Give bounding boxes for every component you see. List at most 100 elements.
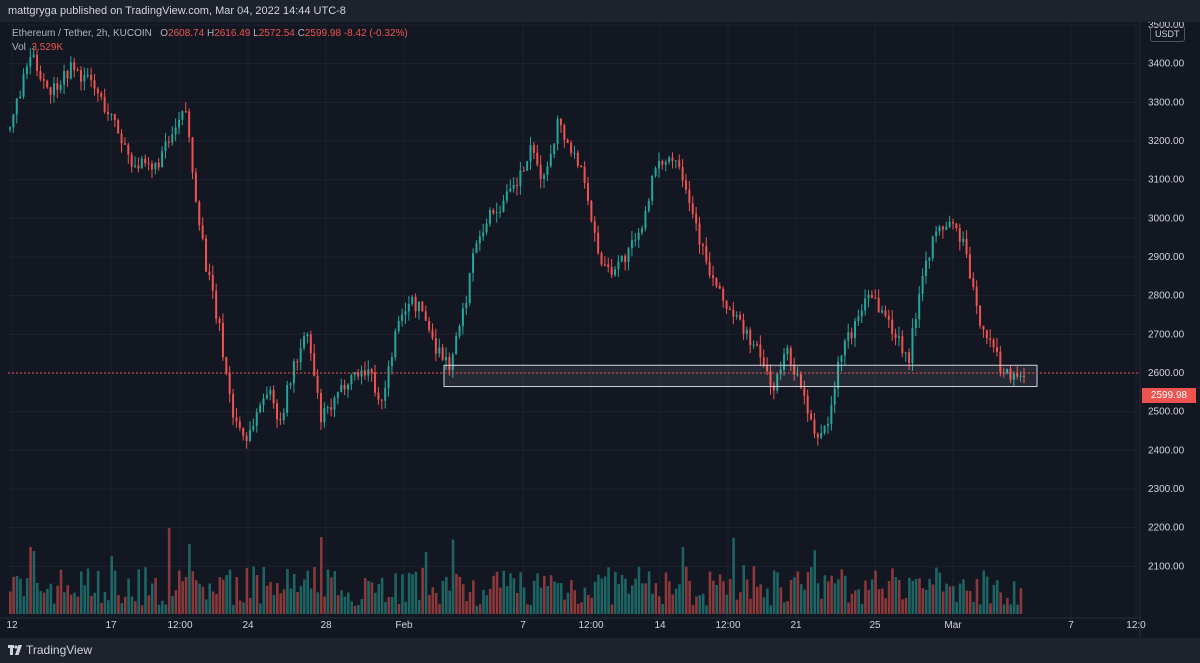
volume-bar [688,580,691,614]
candle-body [955,223,958,229]
volume-bar [167,528,171,614]
volume-bar [134,601,137,614]
candle-body [93,80,96,89]
volume-bar [150,583,154,614]
low-value: 2572.54 [258,28,295,39]
candle-body [810,413,813,420]
candle-body [708,261,711,276]
volume-bar [29,546,32,614]
chart-pane[interactable]: 3500.00 3400.00 3300.00 3200.00 3100.00 3000.… [0,22,1200,641]
volume-bar [178,570,181,614]
candle-body [924,260,927,276]
volume-bar [536,573,539,614]
volume-bar [603,576,607,614]
candle-body [529,145,532,162]
volume-bar [965,590,969,614]
volume-bar [52,603,56,614]
volume-bar [333,571,337,614]
volume-bar [759,584,762,614]
volume-bar [127,578,130,614]
volume-bar [813,550,817,614]
candle-body [992,339,995,348]
candle-body [688,189,691,204]
volume-bar [637,566,641,614]
candle-body [908,352,911,364]
volume-bar [864,580,867,614]
volume-bar [847,602,850,614]
candle-body [377,392,380,400]
x-tick-label: 12:0 [1126,620,1146,631]
high-value: 2616.49 [214,28,251,39]
volume-bar [59,569,63,614]
candle-body [789,348,792,365]
candle-body [769,371,772,386]
volume-bar [421,567,424,614]
volume-bar [833,583,837,614]
candlestick-chart[interactable]: 3500.003400.003300.003200.003100.003000.… [0,22,1200,641]
candle-body [576,152,579,166]
candle-body [397,320,400,332]
candle-body [644,211,647,229]
volume-bar [610,604,614,614]
candle-body [69,62,72,79]
volume-bar [42,592,46,614]
volume-bar [897,579,901,614]
volume-bar [657,596,661,614]
volume-bar [979,604,982,614]
volume-bar [235,577,239,614]
candle-body [19,96,22,99]
candle-body [975,286,978,306]
volume-bar [823,575,827,614]
candle-body [384,388,387,401]
volume-bar [265,585,269,614]
candle-body [333,397,336,410]
candle-body [1023,375,1025,377]
candle-body [539,164,542,179]
symbol-label[interactable]: Ethereum / Tether, 2h, KUCOIN [12,28,152,39]
volume-bar [678,584,681,614]
candle-body [164,141,167,152]
volume-bar [384,601,387,614]
volume-bar [620,574,624,614]
y-tick-label: 2400.00 [1148,445,1185,456]
volume-bar [174,590,178,614]
candle-body [340,385,343,393]
candle-body [1019,375,1022,377]
volume-bar [718,574,722,614]
volume-bar [286,569,289,614]
volume-bar [992,584,996,614]
volume-bar [110,556,113,614]
candle-body [668,157,671,163]
candle-body [624,255,627,262]
currency-tag[interactable]: USDT [1150,26,1185,42]
candle-body [901,336,904,354]
candle-body [678,160,681,167]
candle-body [941,226,944,230]
candle-body [989,338,992,340]
volume-bar [117,594,120,614]
volume-bar [465,601,468,614]
candle-body [786,348,789,355]
candle-body [972,278,975,287]
candle-body [772,385,775,391]
volume-bar [549,575,553,614]
volume-bar [624,578,627,614]
volume-bar [397,603,401,614]
volume-bar [654,583,658,614]
volume-bar [745,579,749,614]
volume-legend: Vol 3.529K [12,42,63,53]
candle-body [103,96,106,112]
tradingview-brand[interactable]: TradingView [8,643,92,657]
candle-body [326,407,329,409]
volume-bar [762,597,766,614]
candle-body [732,309,735,317]
volume-bar [968,591,972,614]
candle-body [289,383,292,386]
volume-bar [39,591,42,614]
volume-bar [357,605,360,614]
candle-body [52,83,55,95]
candle-body [681,166,684,181]
candle-body [319,392,322,423]
candle-body [698,223,701,245]
volume-bar [505,586,509,614]
